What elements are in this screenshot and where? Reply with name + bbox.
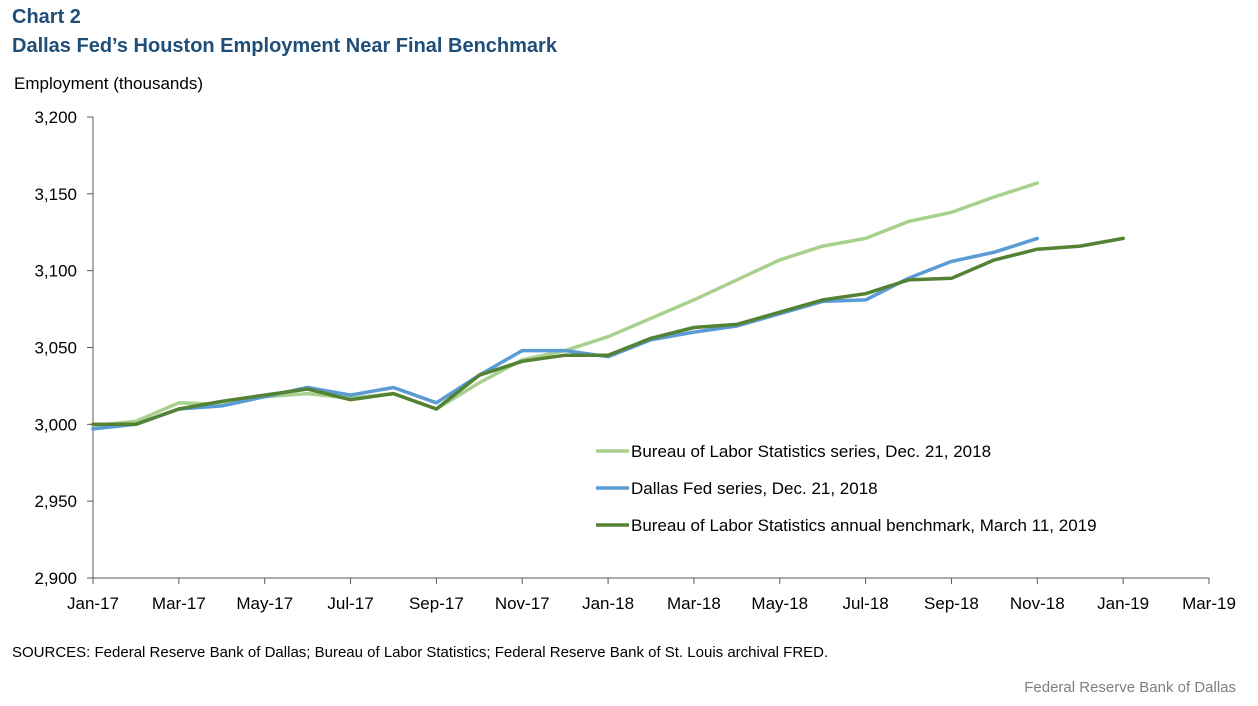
legend: Bureau of Labor Statistics series, Dec. … — [596, 442, 1097, 535]
x-tick-label: Sep-18 — [924, 594, 979, 613]
y-tick-label: 2,950 — [34, 492, 77, 511]
x-tick-label: Nov-18 — [1010, 594, 1065, 613]
x-tick-label: Mar-19 — [1182, 594, 1236, 613]
y-tick-label: 3,050 — [34, 339, 77, 358]
y-tick-label: 3,150 — [34, 185, 77, 204]
x-tick-label: Jul-18 — [842, 594, 888, 613]
x-tick-label: Jul-17 — [327, 594, 373, 613]
x-tick-label: Jan-18 — [582, 594, 634, 613]
series-line-1 — [91, 181, 1040, 428]
series-line-3 — [91, 236, 1125, 427]
legend-label: Dallas Fed series, Dec. 21, 2018 — [631, 479, 878, 498]
x-tick-label: Jan-17 — [67, 594, 119, 613]
x-tick-label: Mar-17 — [152, 594, 206, 613]
y-tick-label: 3,000 — [34, 415, 77, 434]
y-tick-label: 3,100 — [34, 262, 77, 281]
x-tick-label: Mar-18 — [667, 594, 721, 613]
series-layer — [91, 181, 1125, 431]
x-tick-label: May-17 — [236, 594, 293, 613]
series-line-2 — [91, 236, 1040, 431]
legend-label: Bureau of Labor Statistics series, Dec. … — [631, 442, 991, 461]
axes: 2,900 2,950 3,000 3,050 3,100 3,150 3,200 Jan-1… — [34, 108, 1235, 613]
chart-title: Dallas Fed’s Houston Employment Near Fin… — [12, 35, 557, 57]
y-axis-title: Employment (thousands) — [14, 74, 203, 93]
sources-note: SOURCES: Federal Reserve Bank of Dallas;… — [12, 644, 829, 661]
x-tick-label: Sep-17 — [409, 594, 464, 613]
legend-label: Bureau of Labor Statistics annual benchm… — [631, 516, 1097, 535]
x-tick-label: Nov-17 — [495, 594, 550, 613]
x-tick-label: May-18 — [751, 594, 808, 613]
x-tick-label: Jan-19 — [1097, 594, 1149, 613]
chart-label: Chart 2 — [12, 6, 81, 28]
credit-note: Federal Reserve Bank of Dallas — [1024, 679, 1236, 696]
y-tick-label: 2,900 — [34, 569, 77, 588]
y-tick-label: 3,200 — [34, 108, 77, 127]
